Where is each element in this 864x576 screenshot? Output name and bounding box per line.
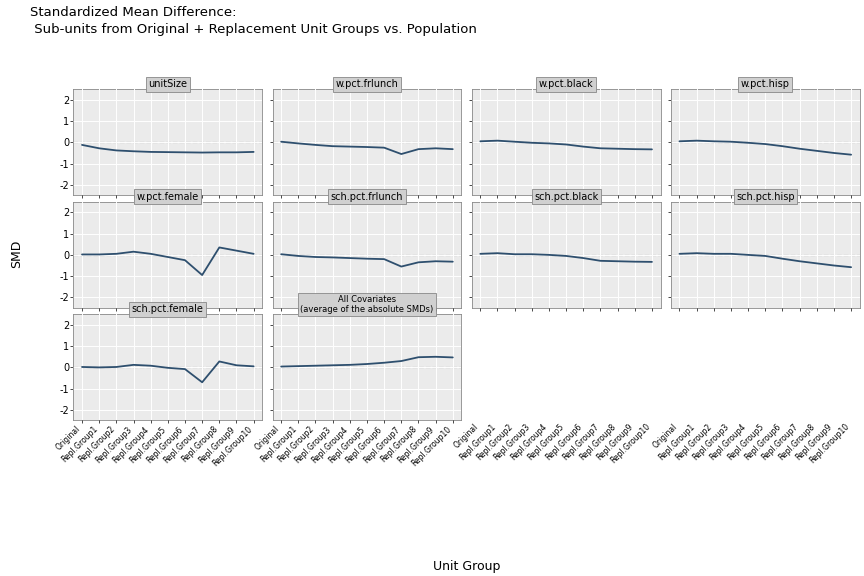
Text: Standardized Mean Difference:
 Sub-units from Original + Replacement Unit Groups: Standardized Mean Difference: Sub-units …	[30, 6, 477, 36]
Text: SMD: SMD	[10, 239, 23, 268]
Title: unitSize: unitSize	[149, 79, 187, 89]
Title: w.pct.frlunch: w.pct.frlunch	[335, 79, 398, 89]
Title: sch.pct.frlunch: sch.pct.frlunch	[331, 192, 403, 202]
Title: w.pct.female: w.pct.female	[137, 192, 199, 202]
Text: Unit Group: Unit Group	[433, 560, 500, 573]
Title: sch.pct.hisp: sch.pct.hisp	[736, 192, 795, 202]
Title: sch.pct.female: sch.pct.female	[132, 304, 204, 314]
Title: All Covariates
(average of the absolute SMDs): All Covariates (average of the absolute …	[301, 295, 434, 314]
Title: w.pct.black: w.pct.black	[539, 79, 594, 89]
Title: w.pct.hisp: w.pct.hisp	[740, 79, 790, 89]
Title: sch.pct.black: sch.pct.black	[534, 192, 598, 202]
